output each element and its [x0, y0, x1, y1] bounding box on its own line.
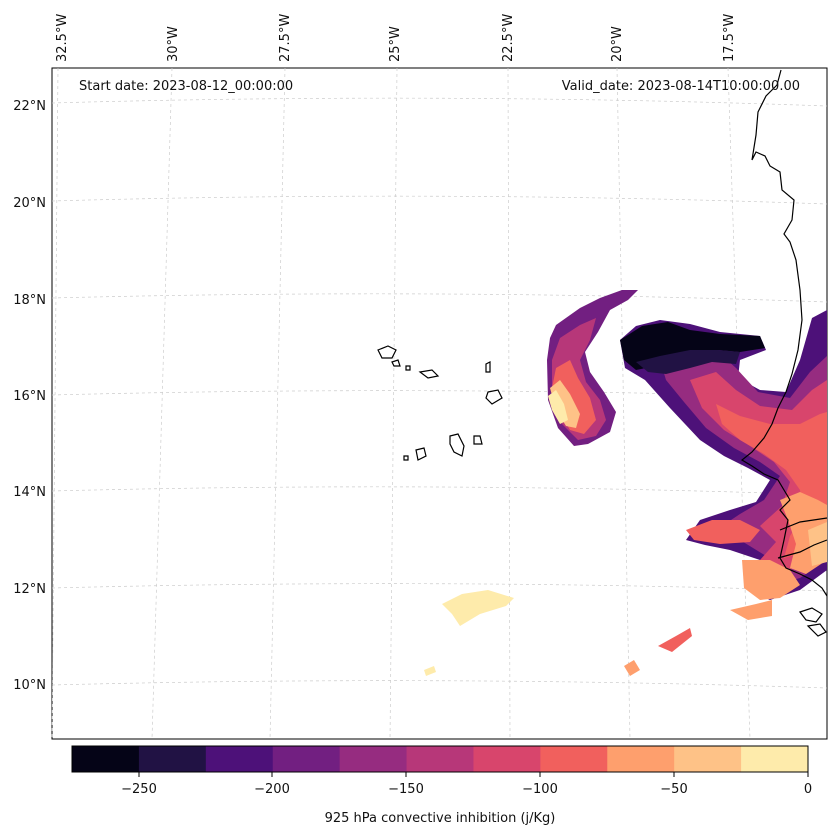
cin-region-south-5	[624, 660, 640, 676]
lat-label: 10°N	[13, 678, 46, 693]
colorbar-swatch	[406, 746, 474, 772]
meridian-25w	[389, 67, 398, 740]
island-brava	[403, 455, 409, 461]
cin-region-south-1	[686, 520, 760, 544]
border-guinea-bissau	[777, 539, 828, 559]
lon-label: 20°W	[610, 26, 625, 62]
meridian-20w	[616, 67, 631, 740]
lat-label: 12°N	[13, 582, 46, 597]
cin-region-coastal-inner	[716, 404, 827, 558]
lon-label: 17.5°W	[722, 14, 737, 62]
colorbar-ticks	[138, 772, 809, 777]
parallel-16n	[51, 390, 828, 399]
colorbar-swatch	[339, 746, 408, 772]
cin-region-south-pale	[442, 590, 514, 626]
parallel-10n	[51, 680, 828, 689]
colorbar-swatch	[540, 746, 608, 772]
colorbar-tick-label: −150	[388, 782, 424, 797]
lat-label: 16°N	[13, 389, 46, 404]
colorbar-swatch	[138, 746, 207, 772]
start-date-label: Start date: 2023-08-12_00:00:00	[79, 79, 293, 94]
meridian-30w	[151, 67, 173, 740]
colorbar-swatch	[72, 746, 140, 772]
parallel-20n	[51, 195, 828, 205]
cin-region-south-4	[658, 628, 692, 652]
lat-label: 22°N	[13, 99, 46, 114]
colorbar-title: 925 hPa convective inhibition (j/Kg)	[325, 811, 556, 826]
coastline-bijagos	[799, 607, 823, 623]
lat-label: 20°N	[13, 196, 46, 211]
valid-date-label: Valid_date: 2023-08-14T10:00:00.00	[562, 79, 800, 94]
meridian-17-5w	[727, 67, 751, 740]
cin-region-dark-rim	[636, 350, 740, 374]
coastline-africa	[740, 69, 828, 597]
colorbar-tick-label: −100	[522, 782, 558, 797]
colorbar-swatch	[607, 746, 675, 772]
colorbar-swatch	[741, 746, 809, 772]
lat-label: 18°N	[13, 293, 46, 308]
colorbar-tick-labels: −250 −200 −150 −100 −50 0	[121, 782, 812, 797]
graticule-parallels	[51, 97, 828, 689]
island-sal	[485, 361, 491, 373]
lat-label: 14°N	[13, 485, 46, 500]
colorbar-tick-label: −50	[660, 782, 687, 797]
lon-labels: 32.5°W 30°W 27.5°W 25°W 22.5°W 20°W 17.5…	[55, 14, 737, 62]
lon-label: 32.5°W	[55, 14, 70, 62]
meridian-27-5w	[269, 67, 286, 740]
lat-labels: 22°N 20°N 18°N 16°N 14°N 12°N 10°N	[13, 99, 46, 693]
island-santo-antao	[377, 345, 397, 359]
cin-region-south-2	[742, 560, 800, 600]
colorbar-swatch	[205, 746, 274, 772]
island-sao-nicolau	[418, 369, 440, 379]
parallel-14n	[51, 486, 828, 496]
colorbar-swatch	[473, 746, 541, 772]
lon-label: 22.5°W	[501, 14, 516, 62]
parallel-22n	[51, 97, 828, 107]
island-sao-vicente	[391, 359, 401, 367]
cin-contours	[424, 290, 827, 676]
island-fogo	[415, 447, 427, 461]
parallel-12n	[51, 583, 828, 592]
colorbar-tick-label: −200	[254, 782, 290, 797]
cape-verde-islands	[377, 345, 503, 461]
island-santiago	[449, 433, 465, 457]
lon-label: 25°W	[388, 26, 403, 62]
coastline-bijagos-2	[806, 623, 827, 637]
colorbar-frame	[71, 745, 809, 773]
colorbar-tick-label: 0	[804, 782, 812, 797]
island-boa-vista	[485, 389, 503, 405]
colorbar-swatches	[72, 746, 809, 772]
colorbar-swatch	[674, 746, 742, 772]
colorbar-swatch	[272, 746, 341, 772]
parallel-18n	[51, 293, 828, 303]
graticule-meridians	[51, 67, 751, 740]
border-gambia	[779, 517, 828, 531]
cin-region-arc-core	[550, 380, 580, 428]
island-santa-luzia	[405, 365, 411, 371]
colorbar-tick-label: −250	[121, 782, 157, 797]
lon-label: 30°W	[166, 26, 181, 62]
lon-label: 27.5°W	[278, 14, 293, 62]
cin-region-south-dot	[424, 666, 436, 676]
cin-region-arc-center	[548, 390, 568, 424]
cin-region-south-3	[730, 600, 772, 620]
island-maio	[473, 435, 483, 445]
meridian-32-5w	[51, 67, 59, 740]
meridian-22-5w	[507, 67, 511, 740]
